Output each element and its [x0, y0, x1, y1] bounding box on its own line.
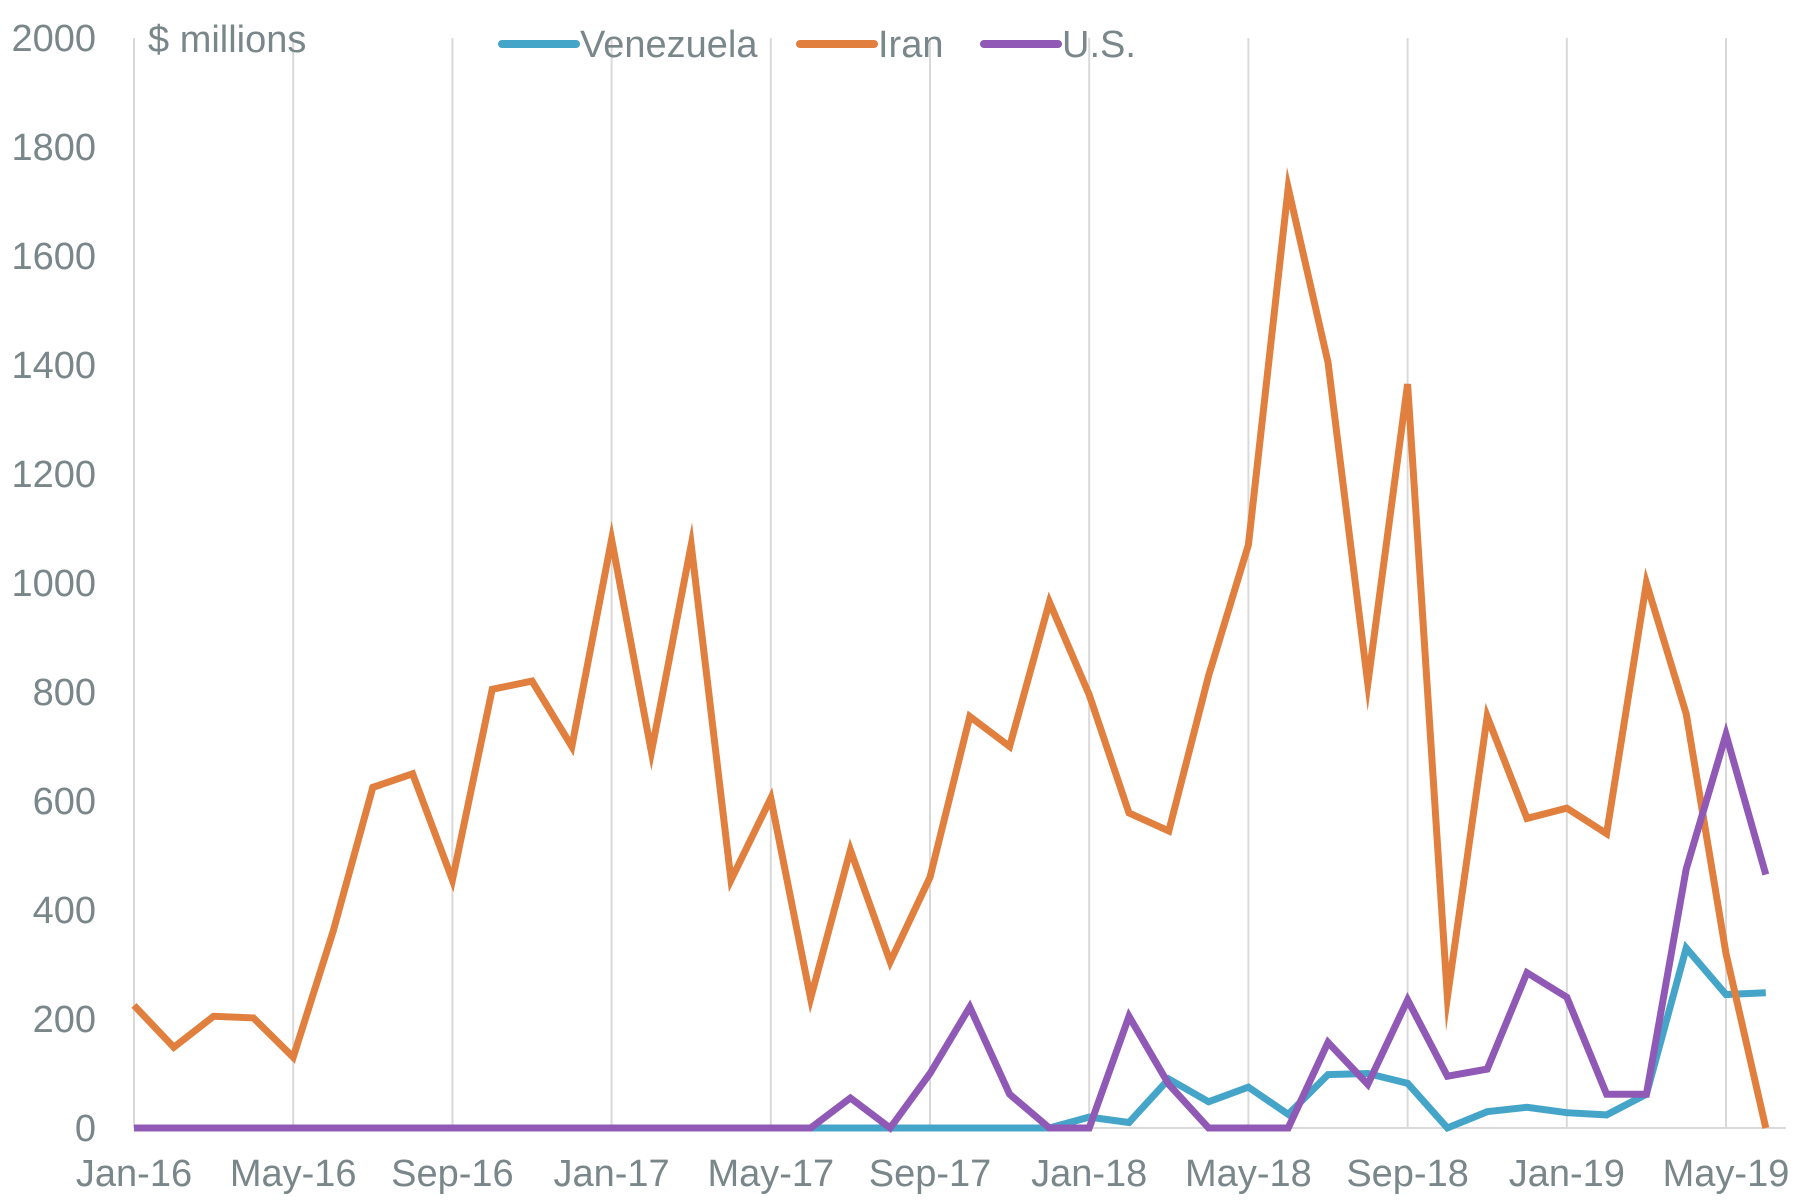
x-tick-label: May-16 — [230, 1153, 357, 1195]
gridlines — [133, 38, 1727, 1128]
y-tick-label: 600 — [33, 781, 96, 823]
x-tick-label: Sep-17 — [869, 1153, 992, 1195]
x-tick-label: May-19 — [1663, 1153, 1790, 1195]
x-tick-label: Jan-16 — [76, 1153, 192, 1195]
series-lines — [131, 166, 1770, 1133]
y-tick-label: 1000 — [11, 563, 96, 605]
x-axis-tick-labels: Jan-16 May-16 Sep-16 Jan-17 May-17 Sep-17 Jan-… — [76, 1153, 1789, 1195]
y-tick-label: 200 — [33, 999, 96, 1041]
y-axis-unit-label: $ millions — [148, 19, 306, 61]
series-line-us — [134, 721, 1770, 1133]
y-tick-label: 800 — [33, 672, 96, 714]
y-tick-label: 2000 — [11, 18, 96, 60]
y-tick-label: 1200 — [11, 454, 96, 496]
x-tick-label: Jan-19 — [1509, 1153, 1625, 1195]
x-tick-label: Jan-18 — [1031, 1153, 1147, 1195]
x-tick-label: May-18 — [1185, 1153, 1312, 1195]
legend-label-us: U.S. — [1062, 24, 1136, 66]
x-tick-label: Sep-18 — [1346, 1153, 1469, 1195]
y-tick-label: 1600 — [11, 236, 96, 278]
x-tick-label: Jan-17 — [553, 1153, 669, 1195]
y-axis-tick-labels: 0 200 400 600 800 1000 1200 1400 1600 1800 2000 — [11, 18, 96, 1150]
legend: Venezuela Iran U.S. — [498, 24, 1136, 66]
y-tick-label: 0 — [75, 1108, 96, 1150]
series-line-iran — [131, 166, 1770, 1129]
y-tick-label: 1400 — [11, 345, 96, 387]
x-tick-label: May-17 — [707, 1153, 834, 1195]
legend-label-iran: Iran — [878, 24, 943, 66]
x-tick-label: Sep-16 — [391, 1153, 514, 1195]
y-tick-label: 400 — [33, 890, 96, 932]
y-tick-label: 1800 — [11, 127, 96, 169]
legend-label-venezuela: Venezuela — [580, 24, 758, 66]
